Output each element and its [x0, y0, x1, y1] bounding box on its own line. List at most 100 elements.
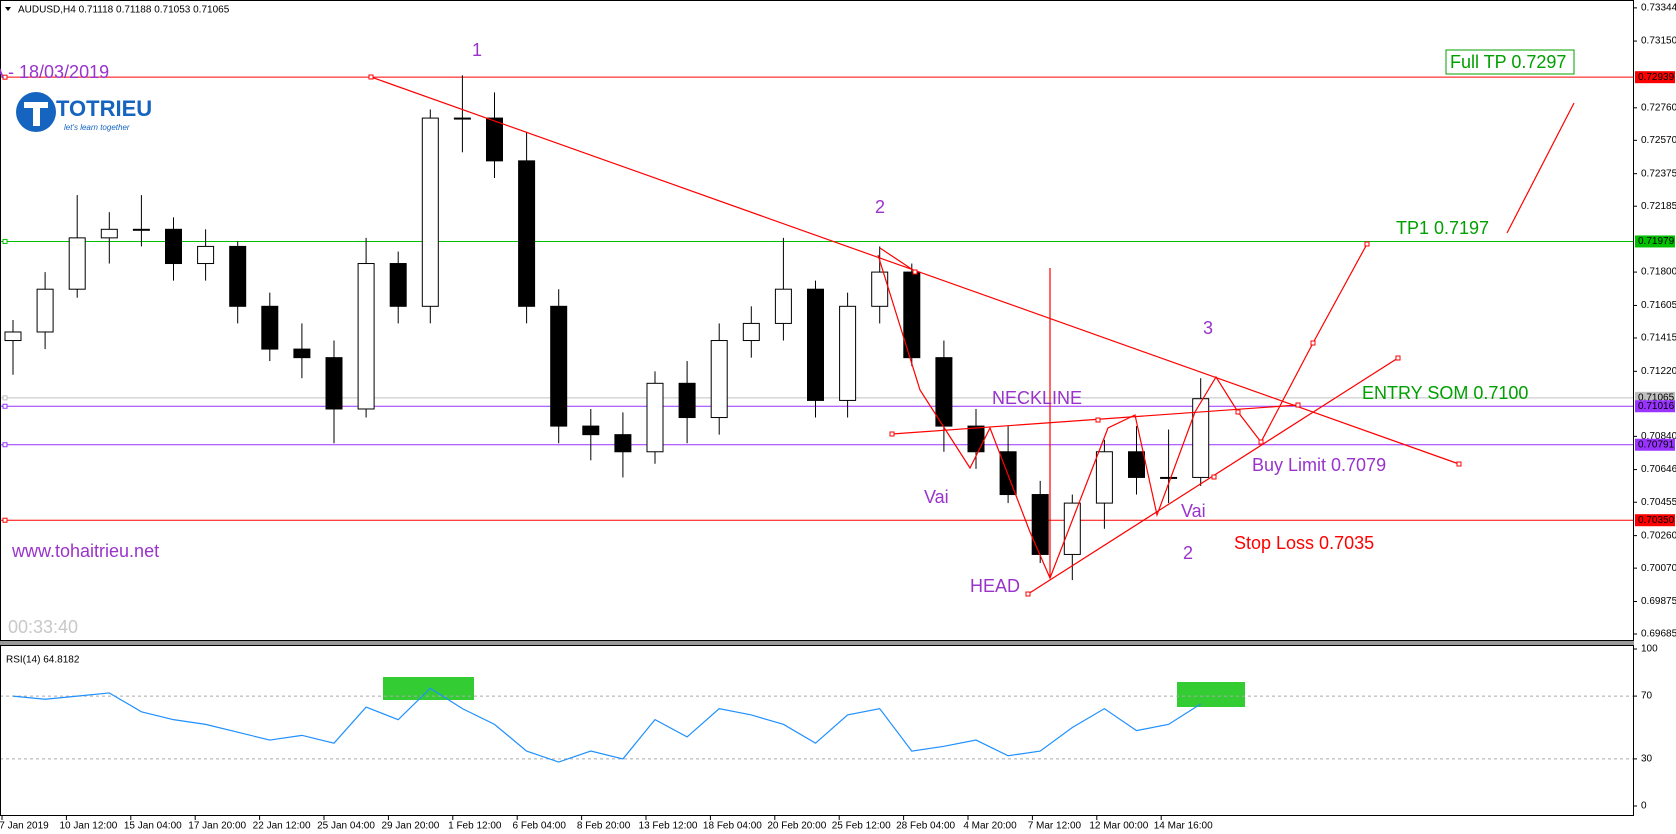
candle-body — [68, 237, 86, 290]
y-tick-label: 0 — [1641, 801, 1647, 812]
candle-body — [839, 305, 857, 401]
candle-body — [614, 434, 632, 453]
candle-body — [871, 271, 889, 307]
level-tag: 0.72939 — [1638, 72, 1675, 83]
rsi-panel-frame — [0, 645, 1634, 816]
level-tag: 0.71979 — [1638, 236, 1675, 247]
y-tick-label: 0.70455 — [1641, 497, 1676, 508]
candle-body — [357, 263, 375, 410]
level-tag-bg — [1635, 400, 1675, 413]
candle-body — [646, 382, 664, 453]
trendlines — [368, 74, 1575, 597]
candle-body — [1160, 476, 1178, 479]
y-tick-label: 0.71220 — [1641, 366, 1676, 377]
handles — [368, 74, 1462, 597]
x-tick-label: 8 Feb 20:00 — [577, 821, 631, 832]
timer-label: 00:33:40 — [8, 617, 78, 637]
y-tick-label: 0.70070 — [1641, 563, 1676, 574]
rsi-line — [12, 687, 1202, 763]
level-handle — [2, 238, 8, 244]
website-label: www.tohaitrieu.net — [11, 541, 159, 561]
highlight — [1177, 682, 1245, 707]
y-tick-label: 0.71800 — [1641, 267, 1676, 278]
level-tag: 0.70791 — [1638, 439, 1675, 450]
rsi-layer: 0 30 70 100 — [0, 644, 1658, 812]
candle-body — [197, 245, 215, 265]
x-tick-label: 1 Feb 12:00 — [448, 821, 502, 832]
candle-body — [165, 228, 182, 265]
rsi-header: RSI(14) 64.8182 — [6, 655, 80, 666]
y-tick-label: 0.71415 — [1641, 333, 1676, 344]
x-tick-label: 14 Mar 16:00 — [1154, 821, 1213, 832]
grid-layer: 0.73344 0.73150 0.72760 0.72570 0.72375 0.721… — [0, 3, 1676, 832]
y-tick-label: 0.70646 — [1641, 464, 1676, 475]
trend-segment — [879, 247, 917, 273]
tp1-label: TP1 0.7197 — [1396, 218, 1489, 238]
candle-body — [293, 348, 311, 359]
level-handle — [2, 517, 8, 523]
logo-text: TOTRIEU — [56, 96, 152, 121]
y-tick-label: 0.73344 — [1641, 3, 1676, 14]
x-tick-label: 29 Jan 20:00 — [381, 821, 439, 832]
y-tick-label: 0.73150 — [1641, 36, 1676, 47]
level-handle — [2, 395, 8, 401]
y-tick-label: 70 — [1641, 691, 1653, 702]
x-tick-label: 10 Jan 12:00 — [59, 821, 117, 832]
candle-body — [967, 425, 985, 453]
level-handle — [2, 403, 8, 409]
buy-limit-label: Buy Limit 0.7079 — [1252, 455, 1386, 475]
x-tick-label: 15 Jan 04:00 — [124, 821, 182, 832]
candle-body — [100, 228, 118, 239]
y-tick-label: 0.71605 — [1641, 300, 1676, 311]
x-tick-label: 22 Jan 12:00 — [253, 821, 311, 832]
candle-body — [229, 245, 247, 307]
logo: TOTRIEU let's learn together — [16, 92, 152, 132]
x-tick-label: 28 Feb 04:00 — [896, 821, 955, 832]
candle-body — [132, 228, 150, 231]
y-tick-label: 0.70260 — [1641, 530, 1676, 541]
y-tick-label: 0.69685 — [1641, 629, 1676, 640]
entry-label: ENTRY SOM 0.7100 — [1362, 383, 1528, 403]
candle-body — [389, 263, 407, 307]
full-tp-label: Full TP 0.7297 — [1450, 52, 1566, 72]
date-label: A - 18/03/2019 — [0, 62, 109, 82]
y-tick-label: 0.69875 — [1641, 596, 1676, 607]
candle-body — [1128, 451, 1145, 478]
target-line — [1506, 102, 1575, 234]
wave-label: 2 — [875, 197, 885, 217]
candle-body — [582, 425, 600, 436]
neckline-line — [891, 404, 1299, 435]
x-tick-label: 7 Jan 2019 — [0, 821, 49, 832]
y-tick-label: 0.72185 — [1641, 201, 1676, 212]
y-tick-label: 0.72760 — [1641, 102, 1676, 113]
level-tag: 0.71016 — [1638, 401, 1675, 412]
candles-layer — [4, 75, 1210, 581]
annotations: A - 18/03/2019 1 2 3 2 Full TP 0.7297 TP… — [0, 40, 1575, 637]
level-tag-bg — [1635, 514, 1675, 527]
x-tick-label: 25 Feb 12:00 — [832, 821, 891, 832]
x-tick-label: 18 Feb 04:00 — [703, 821, 762, 832]
y-tick-label: 100 — [1641, 644, 1658, 655]
candle-body — [1095, 451, 1113, 504]
candle-body — [261, 305, 279, 350]
candle-body — [486, 117, 503, 162]
level-tag-bg — [1635, 235, 1675, 248]
level-tag: 0.70350 — [1638, 515, 1675, 526]
head-label: HEAD — [970, 576, 1020, 596]
candle-body — [742, 322, 760, 342]
candle-body — [903, 271, 921, 359]
candle-body — [4, 331, 22, 342]
rsi-highlights — [383, 677, 1245, 707]
header-arrow — [5, 7, 11, 11]
x-tick-label: 13 Feb 12:00 — [639, 821, 698, 832]
x-tick-label: 20 Feb 20:00 — [767, 821, 826, 832]
logo-slogan: let's learn together — [64, 123, 130, 132]
candle-body — [325, 357, 343, 410]
candle-body — [774, 288, 792, 324]
y-tick-label: 0.70840 — [1641, 431, 1676, 442]
x-tick-label: 4 Mar 20:00 — [963, 821, 1017, 832]
level-tag-bg — [1635, 71, 1675, 84]
panel-separator — [0, 641, 1634, 645]
price-panel-frame — [0, 0, 1634, 641]
